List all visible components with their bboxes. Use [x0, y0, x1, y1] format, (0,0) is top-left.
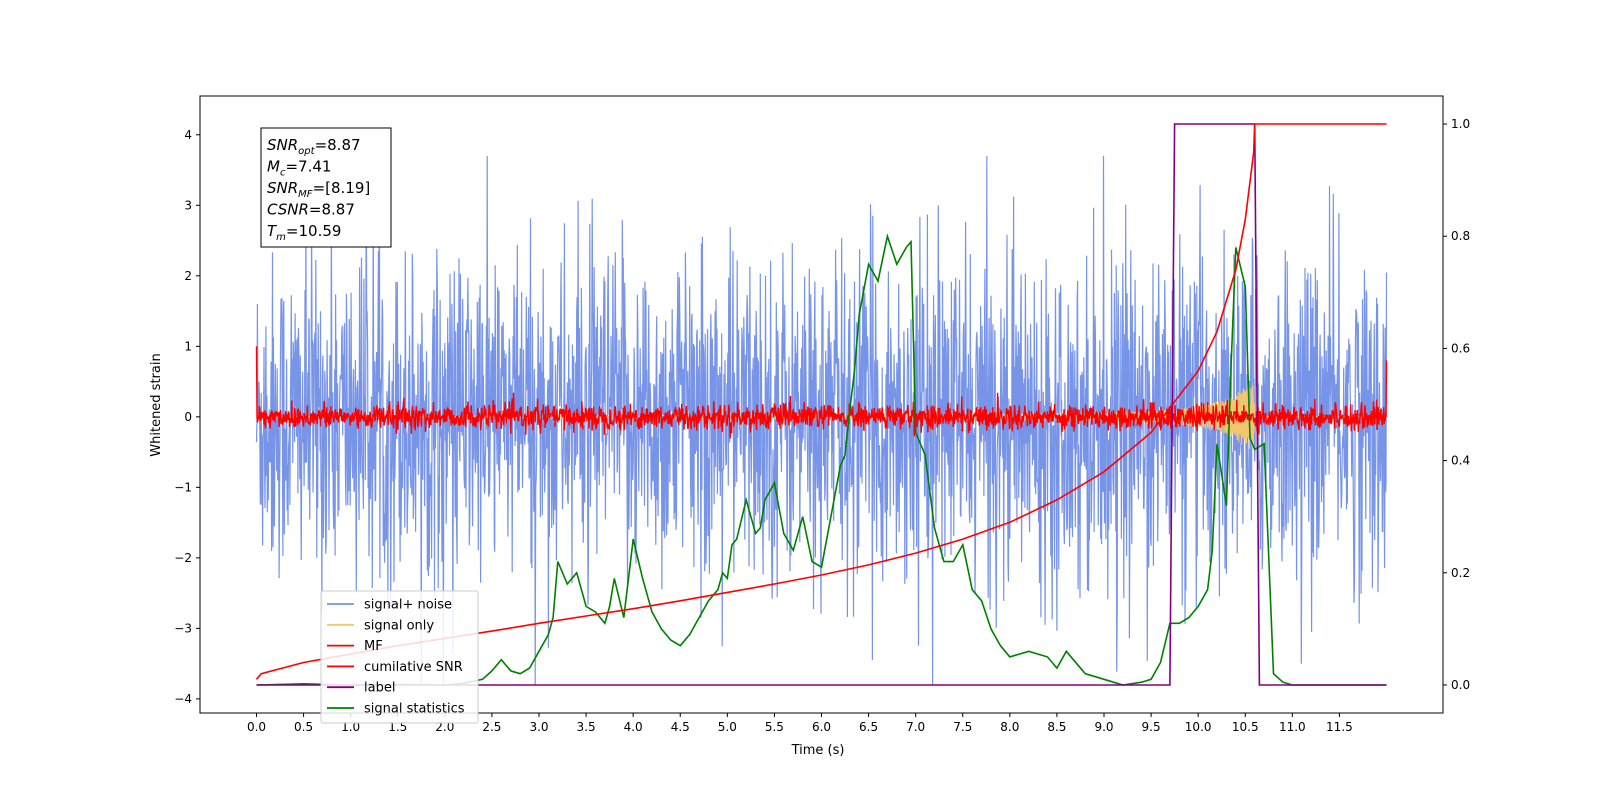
info-box-line: SNRopt=8.87 — [267, 136, 361, 157]
y-left-tick-label: 1 — [184, 339, 192, 353]
x-tick-label: 7.5 — [953, 720, 972, 734]
y-axis-label: Whitened strain — [149, 353, 164, 456]
series-signal-noise-line — [255, 155, 1388, 685]
y-right-tick-label: 0.4 — [1451, 454, 1470, 468]
x-tick-label: 5.5 — [765, 720, 784, 734]
info-box-line: CSNR=8.87 — [267, 201, 355, 219]
legend-label: signal statistics — [364, 702, 465, 717]
x-tick-label: 10.0 — [1185, 720, 1212, 734]
y-left-tick-label: −4 — [174, 692, 192, 706]
y-left-tick-label: 4 — [184, 128, 192, 142]
x-tick-label: 4.5 — [671, 720, 690, 734]
series-signal-statistics-line — [256, 233, 1387, 686]
x-tick-label: 6.5 — [859, 720, 878, 734]
x-axis-label: Time (s) — [791, 743, 845, 758]
x-tick-label: 4.0 — [624, 720, 643, 734]
legend-label: MF — [364, 639, 383, 654]
y-right-tick-label: 0.0 — [1451, 678, 1470, 692]
y-right-tick-label: 0.6 — [1451, 341, 1470, 355]
x-tick-label: 2.5 — [482, 720, 501, 734]
x-tick-label: 0.0 — [247, 720, 266, 734]
x-tick-label: 3.5 — [577, 720, 596, 734]
x-tick-label: 11.5 — [1326, 720, 1353, 734]
y-left-tick-label: −3 — [174, 621, 192, 635]
x-tick-label: 3.0 — [529, 720, 548, 734]
y-left-tick-label: −1 — [174, 480, 192, 494]
y-left-tick-label: 0 — [184, 410, 192, 424]
legend-label: cumilative SNR — [364, 660, 463, 675]
x-tick-label: 8.5 — [1047, 720, 1066, 734]
x-tick-label: 9.0 — [1094, 720, 1113, 734]
x-tick-label: 7.0 — [906, 720, 925, 734]
legend-label: label — [364, 681, 395, 696]
y-left-tick-label: 3 — [184, 198, 192, 212]
y-right-tick-label: 1.0 — [1451, 117, 1470, 131]
y-right-tick-label: 0.8 — [1451, 229, 1470, 243]
legend: signal+ noise signal only MF cumilative SNR… — [320, 590, 479, 724]
x-tick-label: 5.0 — [718, 720, 737, 734]
x-tick-label: 0.5 — [294, 720, 313, 734]
info-box-frame — [260, 127, 392, 248]
x-tick-label: 9.5 — [1142, 720, 1161, 734]
series-label-line — [256, 123, 1387, 686]
info-box-line: Mc=7.41 — [267, 158, 331, 179]
x-tick-label: 6.0 — [812, 720, 831, 734]
y-left-tick-label: 2 — [184, 269, 192, 283]
y-left-tick-label: −2 — [174, 551, 192, 565]
legend-label: signal only — [364, 618, 434, 633]
legend-frame — [320, 590, 479, 724]
info-box-line: SNRMF=[8.19] — [267, 179, 370, 200]
series-mf-line — [255, 346, 1388, 439]
y-right-tick-label: 0.2 — [1451, 566, 1470, 580]
x-tick-label: 10.5 — [1232, 720, 1259, 734]
info-box-line: Tm=10.59 — [267, 222, 341, 243]
x-tick-label: 8.0 — [1000, 720, 1019, 734]
legend-label: signal+ noise — [364, 598, 452, 613]
x-tick-label: 11.0 — [1279, 720, 1306, 734]
